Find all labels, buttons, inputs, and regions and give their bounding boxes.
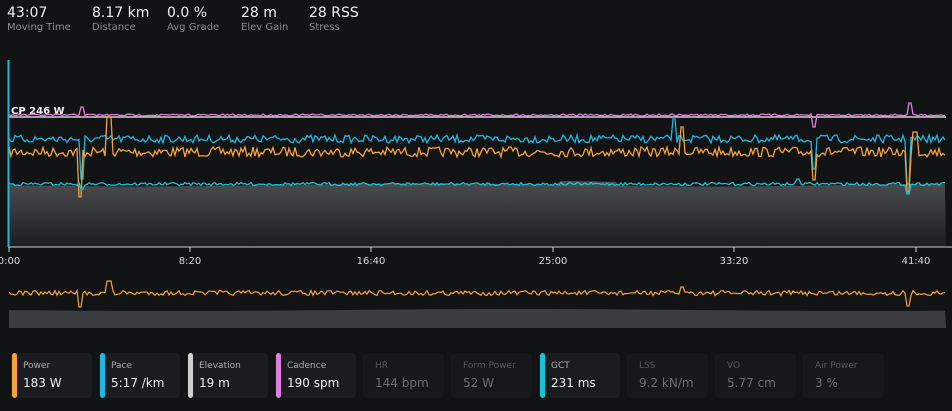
metric-value: 19 m [199, 376, 230, 390]
metric-value: 52 W [463, 376, 494, 390]
stat-value: 28 RSS [309, 5, 359, 21]
metric-card-form-power[interactable]: Form Power 52 W [451, 353, 532, 398]
x-axis-ticks: 0:00 8:20 16:40 25:00 33:20 41:40 [0, 247, 930, 267]
metric-name: Form Power [463, 361, 516, 371]
cadence-line [8, 102, 946, 128]
elevation-area [9, 180, 946, 247]
stat-value: 8.17 km [92, 5, 150, 21]
metric-value: 5.77 cm [727, 376, 776, 390]
pace-line [8, 118, 946, 185]
metric-value: 144 bpm [375, 376, 429, 390]
metric-card-cadence[interactable]: Cadence 190 spm [275, 353, 356, 398]
stat-elev-gain: 28 m Elev Gain [241, 5, 309, 34]
metric-value: 3 % [815, 376, 838, 390]
metric-name: Air Power [815, 361, 858, 371]
metric-card-elevation[interactable]: Elevation 19 m [187, 353, 268, 398]
cp-label: CP 246 W [11, 106, 65, 117]
metric-value: 9.2 kN/m [639, 376, 694, 390]
metric-value: 183 W [23, 376, 62, 390]
metric-name: Pace [111, 361, 133, 371]
x-tick-label: 41:40 [902, 256, 931, 267]
power-line [8, 116, 946, 198]
metric-value: 5:17 /km [111, 376, 165, 390]
metric-card-air-power[interactable]: Air Power 3 % [803, 353, 884, 398]
metric-color-bar [100, 353, 105, 398]
metric-value: 190 spm [287, 376, 340, 390]
x-tick-label: 25:00 [539, 256, 568, 267]
main-chart[interactable]: CP 246 W 0:00 8:20 16:40 25:00 33:20 41:… [0, 55, 952, 270]
metric-card-lss[interactable]: LSS 9.2 kN/m [627, 353, 708, 398]
overview-elevation-area [9, 309, 946, 328]
metric-value: 231 ms [551, 376, 596, 390]
stat-value: 43:07 [7, 5, 48, 21]
metric-color-bar [540, 353, 545, 398]
stat-label: Distance [92, 22, 136, 33]
overview-power-line [8, 280, 946, 308]
metric-color-bar [12, 353, 17, 398]
metric-legend: Power 183 W Pace 5:17 /km Elevation 19 m… [11, 353, 891, 398]
stat-value: 0.0 % [167, 5, 208, 21]
metric-name: LSS [639, 361, 656, 371]
x-tick-label: 0:00 [0, 256, 20, 267]
metric-name: GCT [551, 361, 570, 371]
metric-color-bar [188, 353, 193, 398]
metric-card-gct[interactable]: GCT 231 ms [539, 353, 620, 398]
metric-card-power[interactable]: Power 183 W [11, 353, 92, 398]
stat-label: Avg Grade [167, 22, 220, 33]
stat-value: 28 m [241, 5, 277, 21]
stat-label: Stress [309, 22, 340, 33]
metric-name: VO [727, 361, 741, 371]
metric-card-vo[interactable]: VO 5.77 cm [715, 353, 796, 398]
metric-card-hr[interactable]: HR 144 bpm [363, 353, 444, 398]
x-tick-label: 16:40 [357, 256, 386, 267]
stat-label: Moving Time [7, 22, 71, 33]
metric-name: Cadence [287, 361, 327, 371]
metric-card-pace[interactable]: Pace 5:17 /km [99, 353, 180, 398]
summary-stats: 43:07 Moving Time 8.17 km Distance 0.0 %… [7, 5, 379, 34]
metric-name: HR [375, 361, 389, 371]
stat-distance: 8.17 km Distance [92, 5, 167, 34]
x-tick-label: 33:20 [720, 256, 749, 267]
stat-stress: 28 RSS Stress [309, 5, 379, 34]
stat-avg-grade: 0.0 % Avg Grade [167, 5, 241, 34]
metric-name: Elevation [199, 361, 241, 371]
x-tick-label: 8:20 [179, 256, 201, 267]
gct-line [8, 178, 946, 195]
metric-color-bar [276, 353, 281, 398]
metric-name: Power [23, 361, 51, 371]
stat-moving-time: 43:07 Moving Time [7, 5, 92, 34]
stat-label: Elev Gain [241, 22, 289, 33]
overview-chart[interactable] [0, 270, 952, 330]
